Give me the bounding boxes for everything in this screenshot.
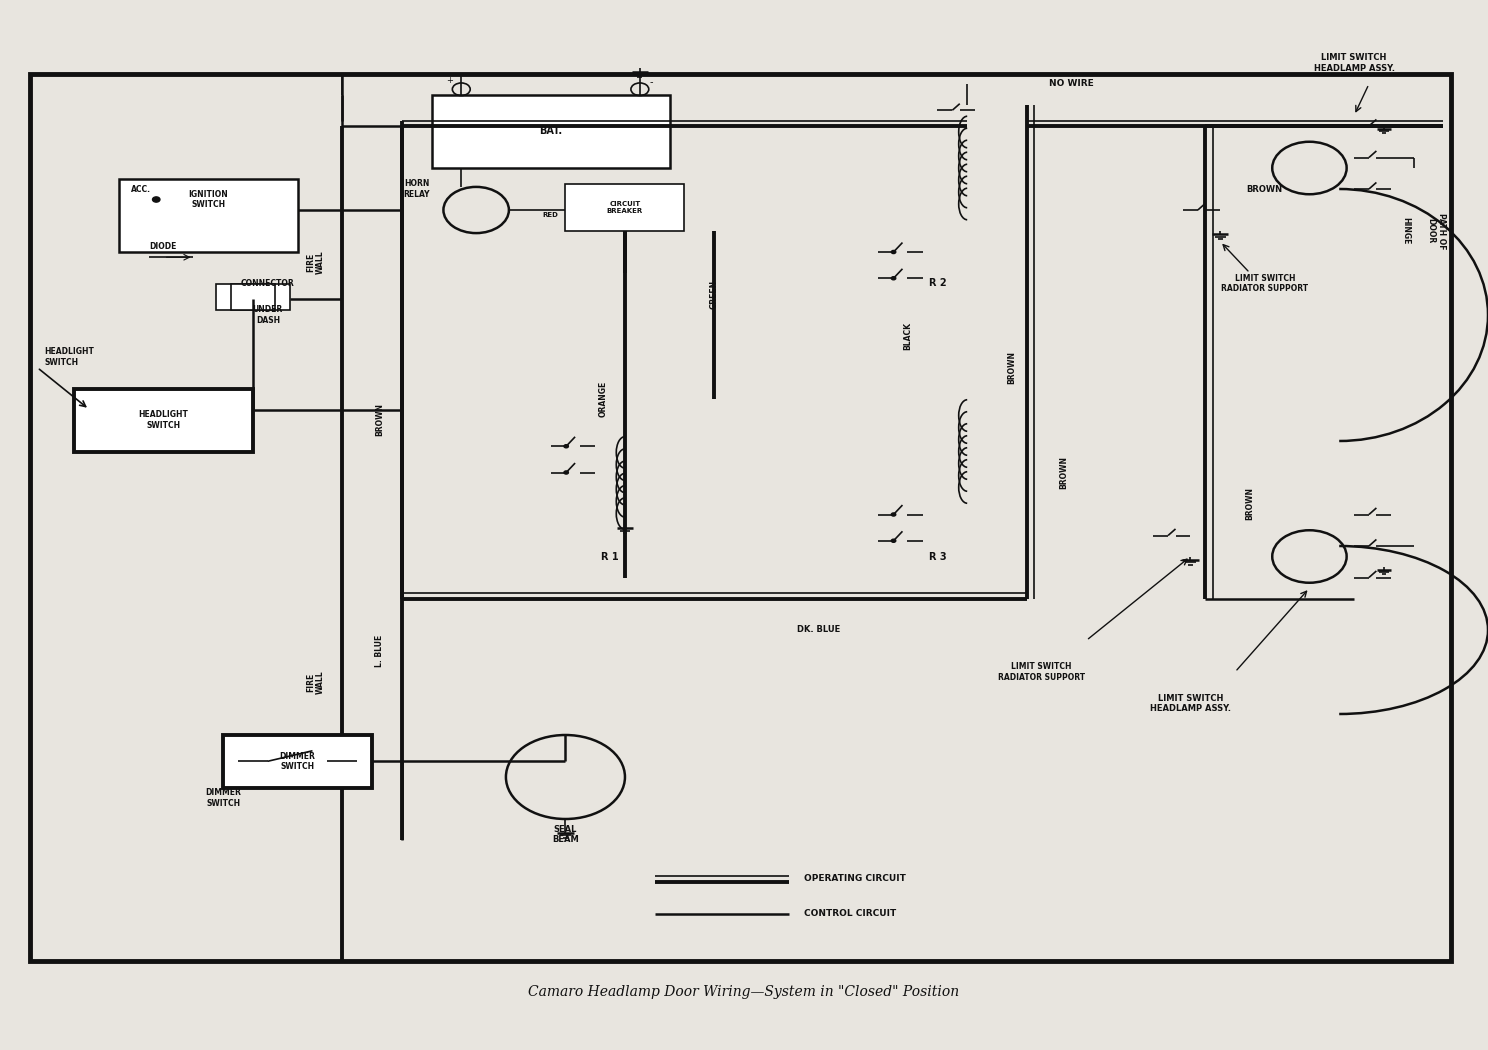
Bar (432, 94, 670, 168)
Text: NO WIRE: NO WIRE (1049, 80, 1094, 88)
Text: IGNITION
SWITCH: IGNITION SWITCH (189, 190, 228, 209)
Text: HINGE: HINGE (1402, 217, 1411, 245)
Text: LIMIT SWITCH
RADIATOR SUPPORT: LIMIT SWITCH RADIATOR SUPPORT (998, 663, 1085, 681)
Text: HEADLIGHT
SWITCH: HEADLIGHT SWITCH (45, 348, 95, 366)
Text: DIMMER
SWITCH: DIMMER SWITCH (205, 789, 241, 807)
Bar (863, 105, 1101, 336)
Text: CONNECTOR: CONNECTOR (241, 279, 295, 288)
Text: CONTROL CIRCUIT: CONTROL CIRCUIT (804, 909, 896, 918)
Text: BROWN: BROWN (375, 403, 384, 437)
Bar (30, 74, 1451, 961)
Text: UNDER
DASH: UNDER DASH (253, 306, 283, 324)
Text: HORN
RELAY: HORN RELAY (403, 180, 430, 198)
Bar (216, 284, 290, 310)
Text: BAT.: BAT. (539, 126, 562, 136)
Text: BROWN: BROWN (1247, 185, 1283, 193)
Text: -: - (650, 77, 653, 87)
Text: DK. BLUE: DK. BLUE (796, 626, 841, 634)
Text: FIRE
WALL: FIRE WALL (305, 671, 326, 694)
Text: LIMIT SWITCH
RADIATOR SUPPORT: LIMIT SWITCH RADIATOR SUPPORT (1222, 274, 1308, 293)
Text: +: + (446, 77, 452, 85)
Circle shape (564, 470, 568, 475)
Bar (565, 184, 684, 231)
Text: LIMIT SWITCH
HEADLAMP ASSY.: LIMIT SWITCH HEADLAMP ASSY. (1150, 694, 1231, 713)
Text: CIRCUIT
BREAKER: CIRCUIT BREAKER (607, 202, 643, 214)
Text: BROWN: BROWN (1007, 351, 1016, 384)
Text: PATH OF
DOOR: PATH OF DOOR (1426, 213, 1446, 249)
Circle shape (891, 276, 896, 280)
Text: R 3: R 3 (929, 551, 946, 562)
Text: DIMMER
SWITCH: DIMMER SWITCH (280, 752, 315, 771)
Text: BROWN: BROWN (1059, 456, 1068, 489)
Bar (863, 378, 1101, 598)
Text: SEAL
BEAM: SEAL BEAM (552, 825, 579, 844)
Circle shape (564, 445, 568, 447)
Bar (223, 735, 372, 788)
Text: R 1: R 1 (601, 551, 619, 562)
Circle shape (152, 197, 161, 202)
Text: ACC.: ACC. (131, 185, 152, 193)
Text: OPERATING CIRCUIT: OPERATING CIRCUIT (804, 875, 905, 883)
Text: BLACK: BLACK (903, 322, 912, 350)
Bar (231, 284, 275, 310)
Text: L. BLUE: L. BLUE (375, 635, 384, 667)
Bar (119, 178, 298, 252)
Bar (536, 399, 774, 598)
Text: DIODE: DIODE (149, 243, 176, 251)
Circle shape (891, 540, 896, 542)
Text: GREEN: GREEN (710, 279, 719, 309)
Text: HEADLIGHT
SWITCH: HEADLIGHT SWITCH (138, 411, 189, 429)
Text: FIRE
WALL: FIRE WALL (305, 251, 326, 274)
Text: Camaro Headlamp Door Wiring—System in "Closed" Position: Camaro Headlamp Door Wiring—System in "C… (528, 985, 960, 1000)
Circle shape (891, 512, 896, 517)
Text: ORANGE: ORANGE (598, 381, 607, 417)
Text: BROWN: BROWN (1245, 487, 1254, 521)
Text: LIMIT SWITCH
HEADLAMP ASSY.: LIMIT SWITCH HEADLAMP ASSY. (1314, 54, 1394, 72)
Text: R 2: R 2 (929, 278, 946, 289)
Bar (74, 388, 253, 452)
Text: RED: RED (543, 212, 558, 218)
Circle shape (891, 250, 896, 254)
